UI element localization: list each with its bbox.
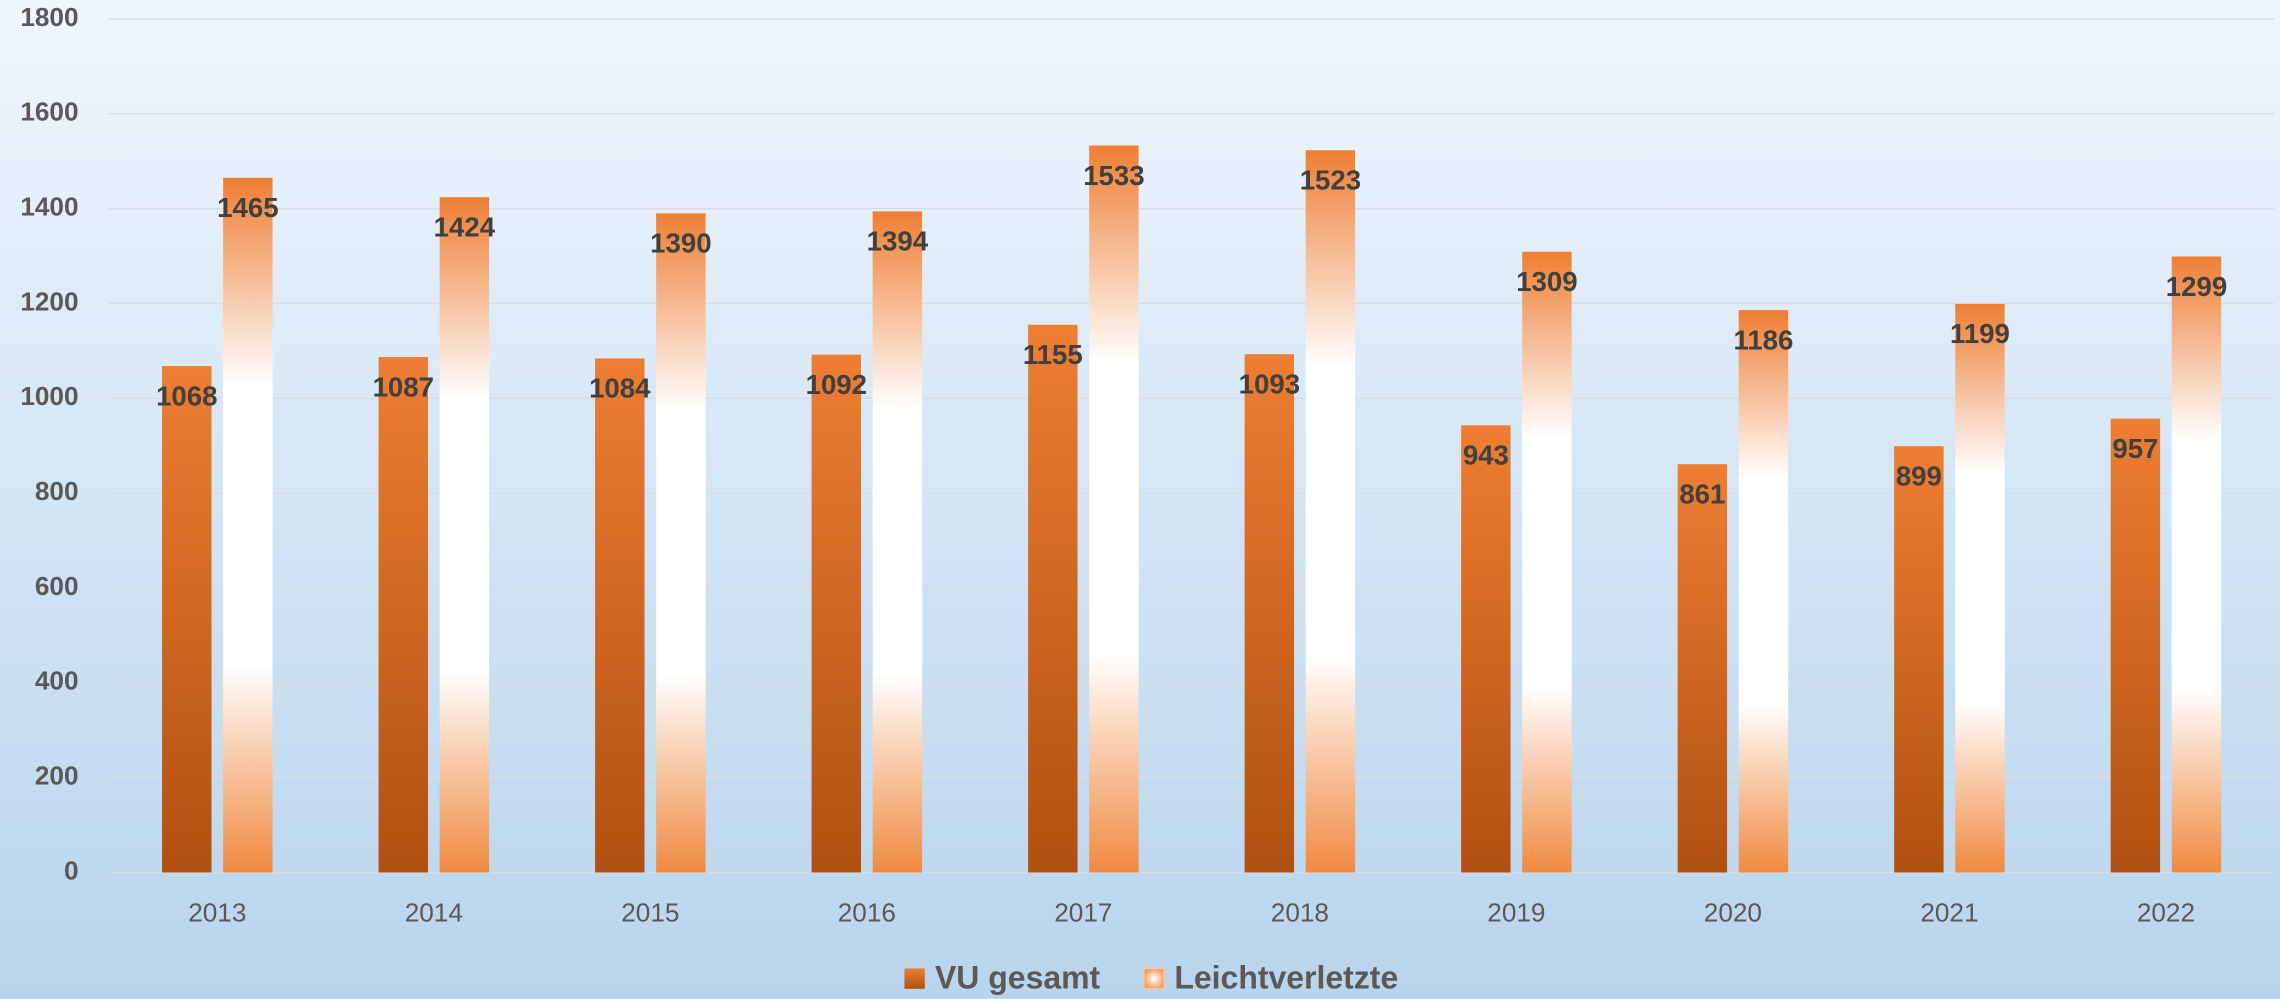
- data-label: 1068: [156, 380, 217, 411]
- bar: [872, 211, 923, 873]
- bar: [2110, 418, 2161, 873]
- bar: [656, 213, 706, 873]
- y-tick-label: 1800: [20, 2, 78, 32]
- legend-label: VU gesamt: [935, 960, 1101, 996]
- bar: [1894, 446, 1944, 873]
- x-tick-label: 2015: [621, 898, 679, 928]
- bar: [1522, 251, 1572, 873]
- data-label: 1299: [2166, 271, 2227, 302]
- legend-swatch: [904, 968, 925, 989]
- data-label: 1394: [867, 226, 929, 257]
- data-label: 1309: [1516, 266, 1577, 297]
- x-tick-label: 2020: [1704, 898, 1762, 928]
- bar: [378, 357, 429, 873]
- legend-label: Leichtverletzte: [1174, 960, 1398, 996]
- data-label: 1186: [1733, 324, 1793, 355]
- y-tick-label: 1200: [20, 286, 78, 316]
- bar: [1089, 145, 1139, 873]
- y-tick-label: 1000: [20, 381, 78, 411]
- x-tick-label: 2017: [1054, 898, 1112, 928]
- data-label: 899: [1896, 460, 1942, 491]
- data-label: 1465: [217, 192, 278, 223]
- y-tick-label: 0: [64, 855, 79, 885]
- data-label: 943: [1463, 440, 1509, 471]
- bar: [1028, 324, 1078, 873]
- data-label: 1523: [1300, 165, 1361, 196]
- bar: [1738, 310, 1789, 873]
- bar: [811, 354, 862, 873]
- bar: [1244, 354, 1295, 873]
- data-label: 1093: [1239, 368, 1300, 399]
- data-label: 1424: [434, 212, 496, 243]
- data-label: 861: [1679, 478, 1725, 509]
- legend-swatch: [1143, 967, 1165, 990]
- y-tick-label: 600: [35, 571, 79, 601]
- bar: [1955, 303, 2005, 873]
- bar: [223, 177, 273, 873]
- x-tick-label: 2018: [1271, 898, 1329, 928]
- bar: [439, 197, 490, 873]
- data-label: 1390: [650, 228, 711, 259]
- data-label: 1092: [806, 369, 867, 400]
- data-label: 1087: [373, 371, 434, 402]
- y-tick-label: 1600: [20, 97, 78, 127]
- x-tick-label: 2016: [838, 898, 896, 928]
- data-label: 1155: [1023, 339, 1083, 370]
- bar: [1461, 425, 1511, 873]
- x-tick-label: 2021: [1920, 898, 1978, 928]
- x-tick-label: 2013: [188, 898, 246, 928]
- data-label: 957: [2112, 433, 2158, 464]
- x-tick-label: 2019: [1487, 898, 1545, 928]
- x-tick-label: 2022: [2137, 898, 2195, 928]
- y-tick-label: 400: [35, 666, 79, 696]
- data-label: 1084: [589, 373, 651, 404]
- bar: [1305, 150, 1356, 873]
- y-tick-label: 200: [35, 761, 79, 791]
- y-tick-label: 1400: [20, 192, 78, 222]
- bar: [2171, 256, 2222, 873]
- bar: [162, 366, 212, 873]
- data-label: 1533: [1083, 160, 1144, 191]
- bar: [595, 358, 645, 873]
- x-tick-label: 2014: [405, 898, 463, 928]
- bar: [1677, 464, 1728, 873]
- y-tick-label: 800: [35, 476, 79, 506]
- data-label: 1199: [1950, 318, 2010, 349]
